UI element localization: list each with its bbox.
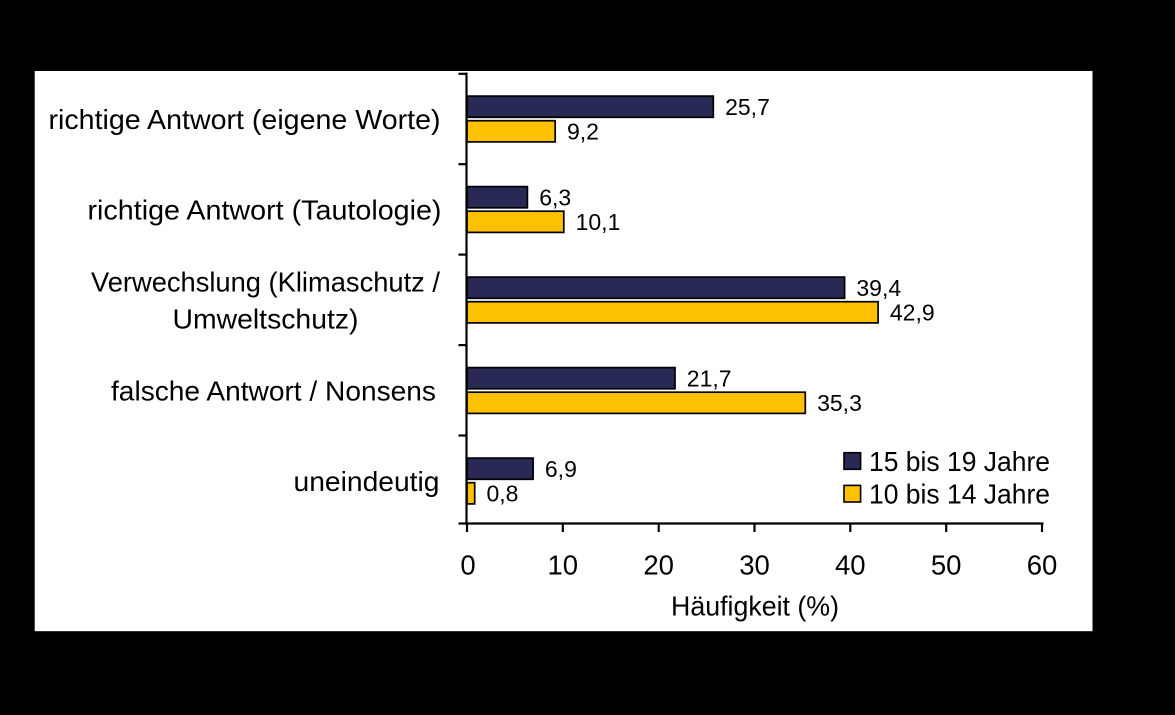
svg-text:richtige Antwort (eigene Worte: richtige Antwort (eigene Worte) (49, 104, 441, 135)
svg-text:richtige Antwort (Tautologie): richtige Antwort (Tautologie) (88, 195, 442, 226)
svg-text:39,4: 39,4 (856, 275, 901, 301)
svg-text:50: 50 (931, 550, 962, 581)
svg-text:Häufigkeit (%): Häufigkeit (%) (671, 591, 839, 622)
svg-text:42,9: 42,9 (890, 300, 935, 326)
svg-text:10,1: 10,1 (576, 209, 621, 235)
svg-text:40: 40 (835, 550, 866, 581)
svg-text:15 bis 19 Jahre: 15 bis 19 Jahre (869, 446, 1050, 477)
svg-text:0,8: 0,8 (487, 481, 519, 507)
svg-text:35,3: 35,3 (817, 390, 862, 416)
svg-text:10: 10 (548, 550, 579, 581)
svg-text:20: 20 (643, 550, 674, 581)
svg-text:6,9: 6,9 (545, 456, 577, 482)
svg-text:falsche Antwort / Nonsens: falsche Antwort / Nonsens (111, 376, 436, 407)
svg-text:21,7: 21,7 (687, 366, 732, 392)
svg-text:30: 30 (739, 550, 770, 581)
svg-text:60: 60 (1027, 550, 1058, 581)
svg-text:25,7: 25,7 (725, 94, 770, 120)
svg-text:uneindeutig: uneindeutig (294, 466, 440, 497)
svg-text:Verwechslung (Klimaschutz /: Verwechslung (Klimaschutz / (91, 267, 440, 298)
svg-text:9,2: 9,2 (567, 119, 599, 145)
svg-text:0: 0 (460, 550, 475, 581)
svg-text:6,3: 6,3 (539, 185, 571, 211)
svg-text:Umweltschutz): Umweltschutz) (173, 304, 359, 335)
svg-text:10 bis 14 Jahre: 10 bis 14 Jahre (869, 479, 1050, 510)
